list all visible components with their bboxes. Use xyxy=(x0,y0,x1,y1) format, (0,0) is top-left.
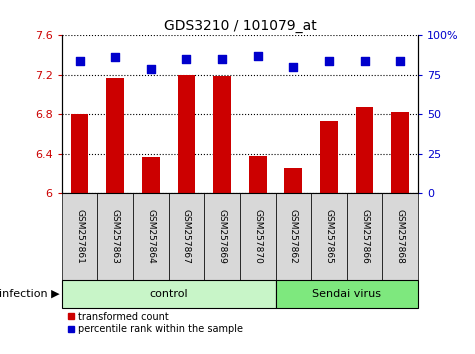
Text: GSM257865: GSM257865 xyxy=(324,209,333,264)
Bar xyxy=(320,121,338,193)
Text: infection ▶: infection ▶ xyxy=(0,289,59,299)
Bar xyxy=(391,112,409,193)
Point xyxy=(289,64,297,70)
Text: Sendai virus: Sendai virus xyxy=(312,289,381,299)
Bar xyxy=(285,167,302,193)
FancyBboxPatch shape xyxy=(97,193,133,280)
Text: GSM257864: GSM257864 xyxy=(146,209,155,264)
Point xyxy=(76,58,84,63)
Bar xyxy=(213,76,231,193)
Bar xyxy=(142,157,160,193)
Point xyxy=(325,58,332,63)
Text: GSM257868: GSM257868 xyxy=(396,209,405,264)
Point xyxy=(396,58,404,63)
FancyBboxPatch shape xyxy=(276,280,418,308)
Point xyxy=(218,56,226,62)
FancyBboxPatch shape xyxy=(276,193,311,280)
Text: GSM257862: GSM257862 xyxy=(289,209,298,264)
FancyBboxPatch shape xyxy=(133,193,169,280)
Bar xyxy=(106,78,124,193)
Point xyxy=(361,58,369,63)
FancyBboxPatch shape xyxy=(62,280,276,308)
Bar xyxy=(249,156,266,193)
Text: GSM257870: GSM257870 xyxy=(253,209,262,264)
Point xyxy=(147,66,155,72)
FancyBboxPatch shape xyxy=(169,193,204,280)
Point xyxy=(111,55,119,60)
FancyBboxPatch shape xyxy=(62,193,97,280)
Bar xyxy=(356,107,373,193)
Text: GSM257866: GSM257866 xyxy=(360,209,369,264)
Bar xyxy=(178,75,195,193)
FancyBboxPatch shape xyxy=(240,193,276,280)
Text: GSM257863: GSM257863 xyxy=(111,209,120,264)
Legend: transformed count, percentile rank within the sample: transformed count, percentile rank withi… xyxy=(66,312,243,335)
Text: control: control xyxy=(149,289,188,299)
FancyBboxPatch shape xyxy=(347,193,382,280)
Text: GSM257869: GSM257869 xyxy=(218,209,227,264)
Text: GSM257867: GSM257867 xyxy=(182,209,191,264)
Bar xyxy=(71,114,88,193)
FancyBboxPatch shape xyxy=(204,193,240,280)
FancyBboxPatch shape xyxy=(311,193,347,280)
Point xyxy=(254,53,261,59)
FancyBboxPatch shape xyxy=(382,193,418,280)
Point xyxy=(182,56,190,62)
Title: GDS3210 / 101079_at: GDS3210 / 101079_at xyxy=(163,19,316,33)
Text: GSM257861: GSM257861 xyxy=(75,209,84,264)
